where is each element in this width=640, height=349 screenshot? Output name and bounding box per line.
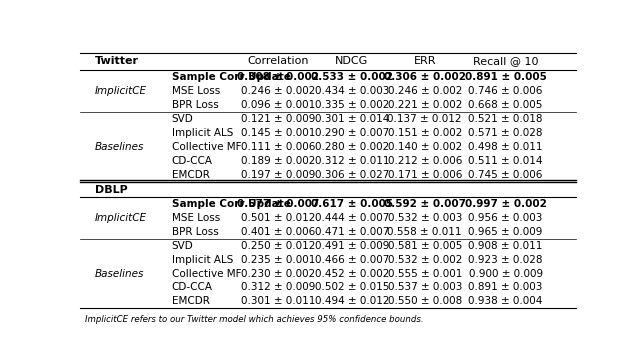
Text: 0.306 ± 0.002: 0.306 ± 0.002 — [384, 72, 466, 82]
Text: ImplicitCE: ImplicitCE — [95, 86, 147, 96]
Text: 0.592 ± 0.007: 0.592 ± 0.007 — [384, 199, 466, 209]
Text: BPR Loss: BPR Loss — [172, 227, 218, 237]
Text: 0.111 ± 0.006: 0.111 ± 0.006 — [241, 142, 316, 152]
Text: Sample Corr Update: Sample Corr Update — [172, 199, 291, 209]
Text: 0.471 ± 0.007: 0.471 ± 0.007 — [315, 227, 389, 237]
Text: MSE Loss: MSE Loss — [172, 213, 220, 223]
Text: 0.555 ± 0.001: 0.555 ± 0.001 — [388, 268, 462, 279]
Text: 0.532 ± 0.002: 0.532 ± 0.002 — [388, 254, 462, 265]
Text: 0.212 ± 0.006: 0.212 ± 0.006 — [388, 156, 462, 166]
Text: 0.891 ± 0.005: 0.891 ± 0.005 — [465, 72, 547, 82]
Text: 0.617 ± 0.005: 0.617 ± 0.005 — [311, 199, 393, 209]
Text: 0.956 ± 0.003: 0.956 ± 0.003 — [468, 213, 543, 223]
Text: Baselines: Baselines — [95, 142, 144, 152]
Text: 0.250 ± 0.012: 0.250 ± 0.012 — [241, 240, 316, 251]
Text: 0.306 ± 0.027: 0.306 ± 0.027 — [315, 170, 389, 180]
Text: Sample Corr Update: Sample Corr Update — [172, 72, 291, 82]
Text: 0.900 ± 0.009: 0.900 ± 0.009 — [468, 268, 543, 279]
Text: Baselines: Baselines — [95, 268, 144, 279]
Text: 0.171 ± 0.006: 0.171 ± 0.006 — [388, 170, 462, 180]
Text: 0.923 ± 0.028: 0.923 ± 0.028 — [468, 254, 543, 265]
Text: 0.401 ± 0.006: 0.401 ± 0.006 — [241, 227, 316, 237]
Text: CD-CCA: CD-CCA — [172, 156, 212, 166]
Text: 0.312 ± 0.011: 0.312 ± 0.011 — [314, 156, 389, 166]
Text: 0.145 ± 0.001: 0.145 ± 0.001 — [241, 128, 316, 138]
Text: 0.246 ± 0.002: 0.246 ± 0.002 — [241, 86, 316, 96]
Text: MSE Loss: MSE Loss — [172, 86, 220, 96]
Text: Collective MF: Collective MF — [172, 268, 241, 279]
Text: SVD: SVD — [172, 240, 193, 251]
Text: EMCDR: EMCDR — [172, 170, 210, 180]
Text: 0.668 ± 0.005: 0.668 ± 0.005 — [468, 100, 543, 110]
Text: BPR Loss: BPR Loss — [172, 100, 218, 110]
Text: 0.511 ± 0.014: 0.511 ± 0.014 — [468, 156, 543, 166]
Text: Collective MF: Collective MF — [172, 142, 241, 152]
Text: 0.230 ± 0.002: 0.230 ± 0.002 — [241, 268, 316, 279]
Text: Twitter: Twitter — [95, 56, 139, 66]
Text: 0.301 ± 0.014: 0.301 ± 0.014 — [315, 114, 389, 124]
Text: 0.938 ± 0.004: 0.938 ± 0.004 — [468, 296, 543, 306]
Text: CD-CCA: CD-CCA — [172, 282, 212, 292]
Text: 0.151 ± 0.002: 0.151 ± 0.002 — [388, 128, 462, 138]
Text: 0.452 ± 0.002: 0.452 ± 0.002 — [315, 268, 389, 279]
Text: 0.137 ± 0.012: 0.137 ± 0.012 — [387, 114, 462, 124]
Text: 0.965 ± 0.009: 0.965 ± 0.009 — [468, 227, 543, 237]
Text: 0.537 ± 0.003: 0.537 ± 0.003 — [388, 282, 462, 292]
Text: 0.571 ± 0.028: 0.571 ± 0.028 — [468, 128, 543, 138]
Text: 0.140 ± 0.002: 0.140 ± 0.002 — [388, 142, 462, 152]
Text: ImplicitCE refers to our Twitter model which achieves 95% confidence bounds.: ImplicitCE refers to our Twitter model w… — [85, 315, 424, 324]
Text: 0.550 ± 0.008: 0.550 ± 0.008 — [388, 296, 462, 306]
Text: NDCG: NDCG — [335, 56, 369, 66]
Text: 0.246 ± 0.002: 0.246 ± 0.002 — [388, 86, 462, 96]
Text: 0.335 ± 0.002: 0.335 ± 0.002 — [315, 100, 389, 110]
Text: SVD: SVD — [172, 114, 193, 124]
Text: 0.290 ± 0.007: 0.290 ± 0.007 — [315, 128, 389, 138]
Text: 0.997 ± 0.002: 0.997 ± 0.002 — [465, 199, 547, 209]
Text: 0.498 ± 0.011: 0.498 ± 0.011 — [468, 142, 543, 152]
Text: 0.121 ± 0.009: 0.121 ± 0.009 — [241, 114, 316, 124]
Text: 0.502 ± 0.015: 0.502 ± 0.015 — [315, 282, 389, 292]
Text: 0.745 ± 0.006: 0.745 ± 0.006 — [468, 170, 543, 180]
Text: 0.746 ± 0.006: 0.746 ± 0.006 — [468, 86, 543, 96]
Text: 0.434 ± 0.003: 0.434 ± 0.003 — [315, 86, 389, 96]
Text: ImplicitCE: ImplicitCE — [95, 213, 147, 223]
Text: Recall @ 10: Recall @ 10 — [473, 56, 538, 66]
Text: 0.235 ± 0.001: 0.235 ± 0.001 — [241, 254, 316, 265]
Text: 0.501 ± 0.012: 0.501 ± 0.012 — [241, 213, 316, 223]
Text: Implicit ALS: Implicit ALS — [172, 254, 233, 265]
Text: 0.466 ± 0.007: 0.466 ± 0.007 — [315, 254, 389, 265]
Text: 0.444 ± 0.007: 0.444 ± 0.007 — [315, 213, 389, 223]
Text: 0.280 ± 0.002: 0.280 ± 0.002 — [315, 142, 389, 152]
Text: 0.312 ± 0.009: 0.312 ± 0.009 — [241, 282, 316, 292]
Text: 0.197 ± 0.009: 0.197 ± 0.009 — [241, 170, 316, 180]
Text: 0.521 ± 0.018: 0.521 ± 0.018 — [468, 114, 543, 124]
Text: 0.494 ± 0.012: 0.494 ± 0.012 — [314, 296, 389, 306]
Text: 0.301 ± 0.011: 0.301 ± 0.011 — [241, 296, 316, 306]
Text: 0.221 ± 0.002: 0.221 ± 0.002 — [388, 100, 462, 110]
Text: EMCDR: EMCDR — [172, 296, 210, 306]
Text: Correlation: Correlation — [248, 56, 309, 66]
Text: ERR: ERR — [413, 56, 436, 66]
Text: 0.891 ± 0.003: 0.891 ± 0.003 — [468, 282, 543, 292]
Text: 0.558 ± 0.011: 0.558 ± 0.011 — [387, 227, 462, 237]
Text: 0.491 ± 0.009: 0.491 ± 0.009 — [315, 240, 389, 251]
Text: DBLP: DBLP — [95, 185, 127, 195]
Text: 0.577 ± 0.007: 0.577 ± 0.007 — [237, 199, 319, 209]
Text: Implicit ALS: Implicit ALS — [172, 128, 233, 138]
Text: 0.532 ± 0.003: 0.532 ± 0.003 — [388, 213, 462, 223]
Text: 0.581 ± 0.005: 0.581 ± 0.005 — [388, 240, 462, 251]
Text: 0.533 ± 0.002: 0.533 ± 0.002 — [311, 72, 393, 82]
Text: 0.308 ± 0.002: 0.308 ± 0.002 — [237, 72, 319, 82]
Text: 0.908 ± 0.011: 0.908 ± 0.011 — [468, 240, 543, 251]
Text: 0.096 ± 0.001: 0.096 ± 0.001 — [241, 100, 316, 110]
Text: 0.189 ± 0.002: 0.189 ± 0.002 — [241, 156, 316, 166]
